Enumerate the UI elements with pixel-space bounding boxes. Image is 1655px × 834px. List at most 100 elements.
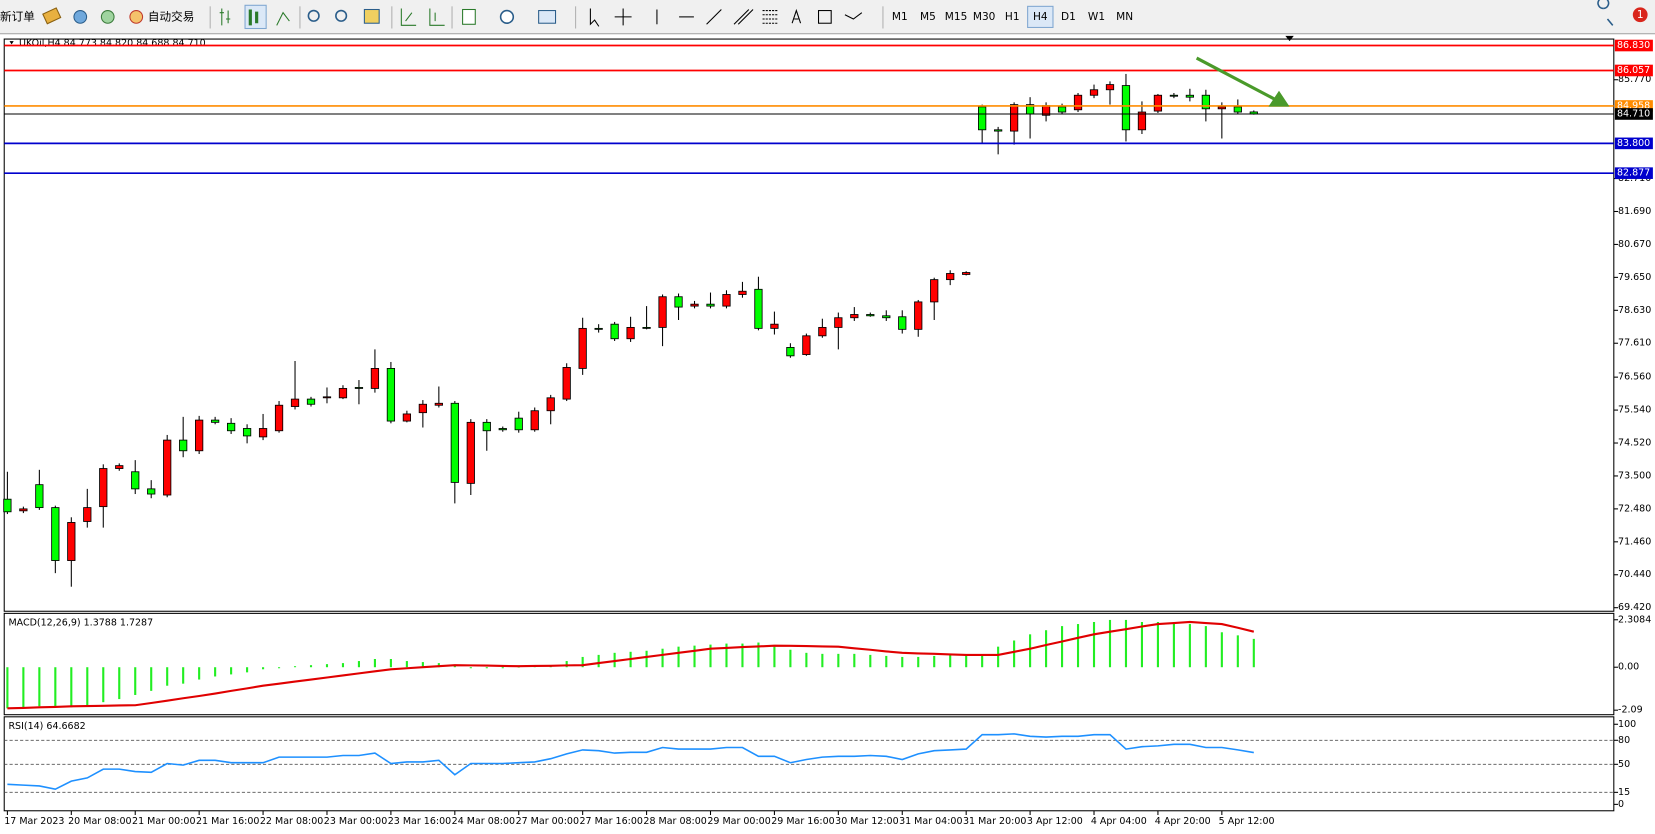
macd-bar [709,644,712,668]
timeframe-button[interactable]: M30 [973,11,996,23]
tool-icon[interactable] [73,10,88,24]
macd-bar [1029,634,1032,668]
x-tick-label: 3 Apr 12:00 [1027,816,1083,827]
candle-body [1089,89,1099,96]
tool-icon[interactable] [100,10,115,24]
y-tick-label: -2.09 [1618,705,1643,716]
rsi-line [7,733,1254,790]
new-order-button[interactable]: 新订单 [0,9,35,23]
candle-body [514,417,523,431]
candle-body [914,301,923,330]
candle-body [35,484,44,509]
zoom-out-icon[interactable] [335,9,348,22]
macd-bar [6,667,9,709]
y-tick-label: 71.460 [1618,536,1651,547]
timeframe-button[interactable]: M15 [945,11,968,23]
macd-bar [102,667,105,703]
macd-bar [725,643,728,668]
periods-icon[interactable] [499,9,515,25]
chart-background [0,34,1655,834]
macd-bar [198,667,201,680]
timeframe-button[interactable]: W1 [1088,11,1105,23]
candle-body [1185,94,1195,98]
candle-body [1153,94,1163,112]
candle-body [115,465,124,469]
macd-bar [597,654,600,668]
candle-body [258,428,268,438]
macd-bar [1156,621,1159,668]
macd-bar [277,667,281,669]
candle-body [306,398,316,405]
channel-icon[interactable] [733,9,754,25]
macd-bar [949,654,952,668]
macd-bar [1060,626,1064,668]
trendline-icon[interactable] [706,9,722,25]
chart-shift-icon[interactable] [429,8,445,26]
candle-body [450,402,459,483]
x-tick-label: 20 Mar 08:00 [68,816,131,827]
y-tick-label: 0.00 [1618,662,1639,673]
timeframe-bar: M1 M5 M15 M30 H1 H4 D1 W1 MN [892,5,1133,28]
macd-bar [901,656,904,668]
search-icon[interactable] [1597,0,1614,26]
macd-bar [293,666,297,668]
timeframe-button[interactable]: M5 [920,11,936,23]
macd-signal-line [7,620,1255,710]
text-icon[interactable] [791,8,802,24]
candle-body [163,439,172,496]
candle-body [402,413,412,422]
macd-bar [86,667,89,706]
timeframe-button[interactable]: M1 [892,11,908,23]
macd-bar [661,648,664,668]
indicators-icon[interactable] [462,8,476,25]
arrows-icon[interactable] [844,12,863,20]
x-tick-label: 27 Mar 00:00 [516,816,579,827]
auto-trading-button[interactable]: 自动交易 [148,9,194,23]
tool-icon[interactable] [42,7,62,25]
timeframe-button[interactable]: H1 [1005,11,1020,23]
crosshair-icon[interactable] [614,8,632,26]
y-tick-label: 72.480 [1618,503,1651,514]
macd-bar [150,667,153,691]
macd-bar [1188,624,1191,668]
tile-icon[interactable] [363,8,380,24]
notification-badge[interactable] [1632,7,1648,23]
templates-icon[interactable] [538,10,557,24]
candle-body [322,396,332,399]
candle-body [274,404,284,432]
label-icon[interactable] [817,10,832,24]
macd-bar [853,653,856,668]
autoscroll-icon[interactable] [400,8,417,26]
y-tick-label: 76.560 [1618,372,1651,383]
cursor-icon[interactable] [589,8,600,27]
fibo-icon[interactable] [762,10,778,24]
macd-bar [54,667,57,707]
trend-arrow-head [1268,90,1290,107]
candle-body [530,410,539,431]
bar-chart-icon[interactable] [219,8,231,26]
macd-bar [373,658,376,668]
macd-bar [837,653,840,668]
y-tick-label: 70.440 [1618,569,1651,580]
candle-body [594,327,603,330]
timeframe-button[interactable]: H4 [1033,11,1048,23]
chart-title: UKOil,H4 84.773 84.820 84.688 84.710 [19,38,206,49]
candle-chart-icon[interactable] [248,9,259,26]
candle-body [834,317,843,328]
macd-bar [805,652,808,668]
x-tick-label: 29 Mar 00:00 [707,816,770,827]
zoom-in-icon[interactable] [307,9,320,22]
timeframe-button[interactable]: MN [1116,11,1133,23]
price-label: 84.958 [1617,100,1650,111]
toolbar: 新订单 自动交易 M1 M5 M15 M30 H1 H4 D1 W1 MN [0,0,1655,35]
macd-bar [70,667,73,708]
candle-body [738,290,747,295]
timeframe-button[interactable]: D1 [1061,11,1076,23]
candle-body [1233,106,1242,113]
candle-body [1073,94,1083,111]
y-tick-label: 2.3084 [1618,614,1651,625]
line-chart-icon[interactable] [276,11,290,26]
price-label: 86.057 [1617,65,1650,76]
auto-trading-icon[interactable] [129,10,144,24]
x-tick-label: 31 Mar 04:00 [899,816,962,827]
